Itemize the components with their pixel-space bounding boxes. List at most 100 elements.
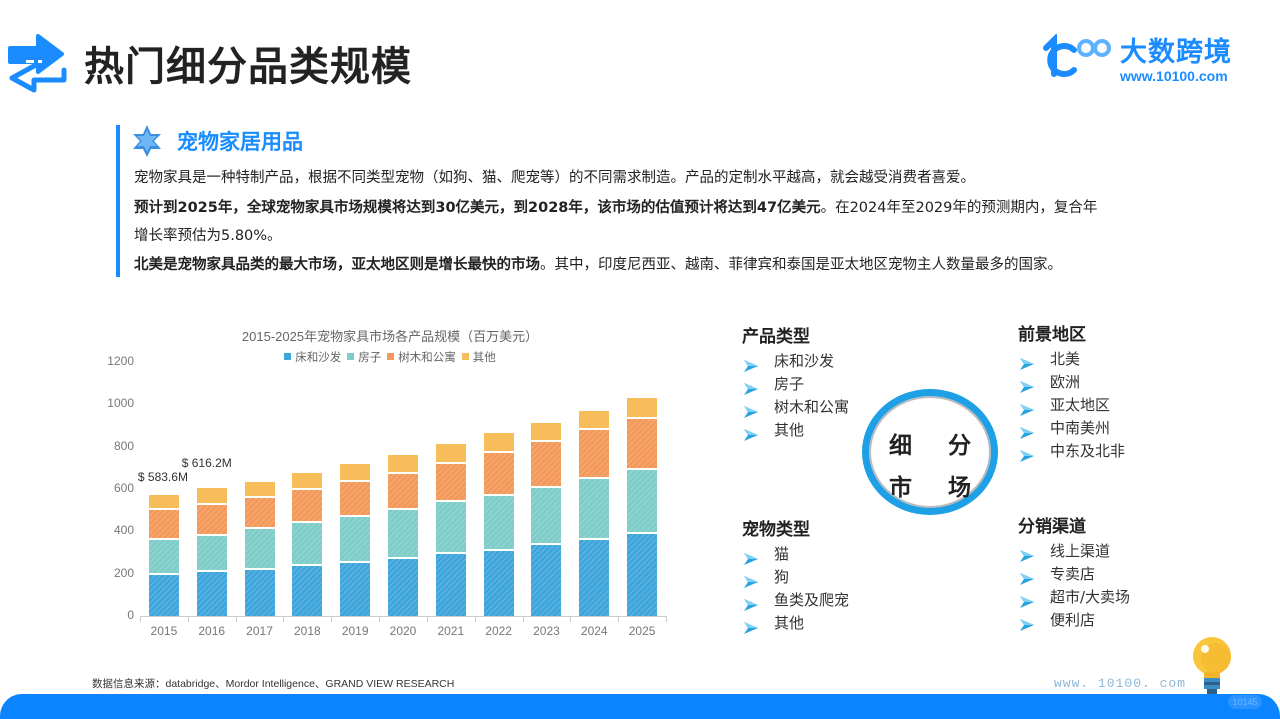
bar-segment xyxy=(340,461,371,481)
data-source-note: 数据信息来源：databridge、Mordor Intelligence、GR… xyxy=(92,678,455,690)
x-tick-mark xyxy=(283,616,285,622)
bar-2017 xyxy=(244,479,275,616)
page-title: 热门细分品类规模 xyxy=(84,44,412,90)
footer-url[interactable]: www. 10100. com xyxy=(1054,676,1187,691)
bar-2020 xyxy=(388,453,418,616)
segment-item-label: 树木和公寓 xyxy=(774,398,850,416)
circle-text-line-1: 细 分 xyxy=(888,433,985,459)
bar-2018 xyxy=(292,471,323,616)
arrow-bullet-icon xyxy=(744,572,758,588)
x-tick-mark xyxy=(379,616,381,622)
chart-legend: 床和沙发 房子 树木和公寓 其他 xyxy=(100,349,680,365)
section-title: 宠物家居用品 xyxy=(177,130,303,154)
x-tick-label: 2020 xyxy=(389,624,417,638)
segment-item-label: 便利店 xyxy=(1050,611,1096,629)
circle-text-line-2: 市 场 xyxy=(888,475,985,501)
segment-item-label: 狗 xyxy=(774,568,790,586)
segment-group-product-type: 产品类型 床和沙发 房子 树木和公寓 其他 xyxy=(742,322,849,442)
x-tick-label: 2024 xyxy=(580,624,608,638)
legend-item: 房子 xyxy=(347,349,381,365)
bar-segment xyxy=(579,428,610,477)
bar-segment xyxy=(627,531,658,616)
x-tick-mark xyxy=(331,616,333,622)
segment-group-regions: 前景地区 北美 欧洲 亚太地区 中南美州 中东及北非 xyxy=(1018,320,1125,463)
x-tick-mark xyxy=(426,616,428,622)
x-tick-label: 2025 xyxy=(628,624,656,638)
segment-item-label: 欧洲 xyxy=(1050,373,1081,391)
segment-item-label: 亚太地区 xyxy=(1050,396,1111,414)
segment-list-item: 亚太地区 xyxy=(1018,394,1125,417)
arrow-bullet-icon xyxy=(1020,546,1034,562)
legend-item: 树木和公寓 xyxy=(387,349,456,365)
bar-segment xyxy=(244,527,275,568)
x-tick-label: 2019 xyxy=(341,624,369,638)
segment-list-item: 其他 xyxy=(742,419,849,442)
arrow-bullet-icon xyxy=(1020,446,1034,462)
bar-segment xyxy=(292,487,323,521)
intro-paragraph-2-rest: 。在2024年至2029年的预测期内，复合年 xyxy=(820,200,1098,216)
bar-value-annotation: $ 583.6M xyxy=(137,470,188,485)
legend-swatch xyxy=(284,353,292,360)
bar-segment xyxy=(148,508,179,539)
arrow-bullet-icon xyxy=(744,618,758,634)
x-tick-mark xyxy=(474,616,476,622)
intro-paragraph-3: 增长率预估为5.80%。 xyxy=(134,228,282,244)
intro-paragraph-2-bold: 预计到2025年，全球宠物家具市场规模将达到30亿美元，到2028年，该市场的估… xyxy=(134,200,821,216)
page-number-badge: 10145 xyxy=(1228,695,1262,709)
segment-item-label: 超市/大卖场 xyxy=(1050,588,1131,606)
x-axis-line xyxy=(140,616,666,617)
x-tick-label: 2023 xyxy=(533,624,560,638)
y-tick-label: 200 xyxy=(113,565,134,580)
segment-list-item: 狗 xyxy=(742,566,849,589)
bar-segment xyxy=(483,431,514,451)
bar-2023 xyxy=(531,421,562,616)
segment-heading: 产品类型 xyxy=(742,327,810,347)
segment-heading: 宠物类型 xyxy=(742,520,810,540)
bar-segment xyxy=(627,417,658,469)
bar-2024 xyxy=(579,409,610,616)
segment-item-label: 其他 xyxy=(774,614,805,632)
x-tick-label: 2021 xyxy=(437,624,465,638)
segment-list-item: 树木和公寓 xyxy=(742,396,849,419)
segment-list-item: 猫 xyxy=(742,543,849,566)
intro-paragraph-2: 预计到2025年，全球宠物家具市场规模将达到30亿美元，到2028年，该市场的估… xyxy=(134,198,1097,218)
section-accent-bar xyxy=(116,125,120,277)
bar-segment xyxy=(579,409,610,429)
segment-group-pet-type: 宠物类型猫狗鱼类及爬宠 其他 xyxy=(742,515,849,635)
segment-list-item: 中南美州 xyxy=(1018,417,1125,440)
x-tick-label: 2016 xyxy=(198,624,226,638)
arrow-bullet-icon xyxy=(1020,400,1034,416)
bar-2016 xyxy=(196,485,227,616)
arrow-bullet-icon xyxy=(744,549,758,565)
legend-item: 床和沙发 xyxy=(284,349,341,365)
bar-segment xyxy=(435,461,466,501)
segment-list-item: 房子 xyxy=(742,373,849,396)
bar-segment xyxy=(292,520,323,565)
bar-segment xyxy=(244,496,275,528)
star-icon xyxy=(133,125,161,157)
segment-list-item: 其他 xyxy=(742,612,849,635)
brand-name: 大数跨境 xyxy=(1120,37,1232,68)
y-tick-label: 1000 xyxy=(107,396,134,411)
x-tick-mark xyxy=(570,616,572,622)
bar-segment xyxy=(435,500,466,553)
chart-title: 2015-2025年宠物家具市场各产品规模（百万美元） xyxy=(241,329,539,344)
legend-item: 其他 xyxy=(461,349,496,365)
brand-url[interactable]: www.10100.com xyxy=(1120,68,1228,84)
bar-segment xyxy=(340,560,371,616)
segment-heading: 前景地区 xyxy=(1018,325,1086,345)
brand-logo: 大数跨境 www.10100.com xyxy=(1042,30,1262,90)
x-tick-label: 2017 xyxy=(246,624,273,638)
x-tick-mark xyxy=(522,616,524,622)
y-tick-label: 1200 xyxy=(107,354,134,368)
segment-list-item: 中东及北非 xyxy=(1018,440,1125,463)
segment-list-item: 欧洲 xyxy=(1018,371,1125,394)
bar-segment xyxy=(196,502,227,534)
x-tick-mark xyxy=(235,616,237,622)
bar-segment xyxy=(483,494,514,550)
intro-paragraph-4: 北美是宠物家具品类的最大市场，亚太地区则是增长最快的市场。其中，印度尼西亚、越南… xyxy=(134,255,1062,275)
y-tick-label: 600 xyxy=(113,481,134,495)
bar-segment xyxy=(388,508,418,557)
legend-label: 其他 xyxy=(472,350,496,364)
bar-segment xyxy=(531,486,562,543)
